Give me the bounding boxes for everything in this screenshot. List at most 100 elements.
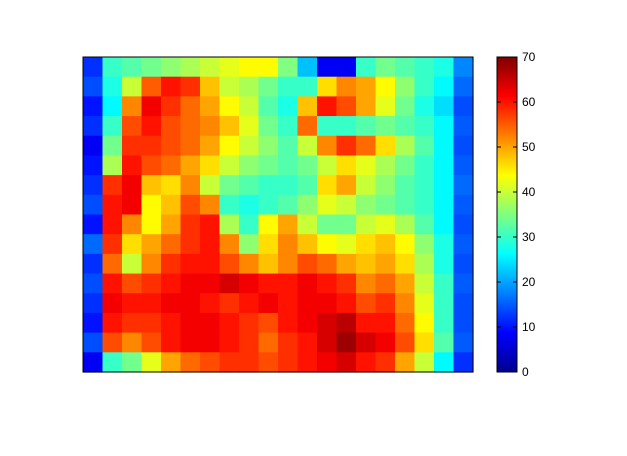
heatmap-cell xyxy=(200,253,221,275)
heatmap-cell xyxy=(336,76,357,97)
heatmap-cell xyxy=(102,352,123,373)
heatmap-cell xyxy=(278,57,299,78)
heatmap-cell xyxy=(317,194,338,216)
heatmap-cell xyxy=(317,293,338,314)
heatmap-cell xyxy=(395,332,416,353)
heatmap-cell xyxy=(297,273,318,294)
heatmap-cell xyxy=(239,135,260,157)
heatmap-cell xyxy=(453,214,474,235)
heatmap-cell xyxy=(278,234,299,255)
heatmap-cell xyxy=(317,273,338,294)
heatmap-cell xyxy=(278,155,299,176)
heatmap-cell xyxy=(83,352,104,373)
heatmap-cell xyxy=(239,352,260,373)
heatmap-cell xyxy=(180,234,201,255)
heatmap-cell xyxy=(434,135,455,157)
heatmap-cell xyxy=(336,352,357,373)
heatmap-cell xyxy=(102,332,123,353)
heatmap-cell xyxy=(297,57,318,78)
heatmap-cell xyxy=(180,253,201,275)
heatmap-cell xyxy=(180,116,201,137)
heatmap-cell xyxy=(375,214,396,235)
heatmap-cell xyxy=(102,57,123,78)
heatmap-cell xyxy=(336,273,357,294)
heatmap-cell xyxy=(161,352,182,373)
heatmap-cell xyxy=(122,214,143,235)
heatmap-cell xyxy=(239,273,260,294)
heatmap-plot-area xyxy=(83,57,474,373)
heatmap-cell xyxy=(200,155,221,176)
heatmap-cell xyxy=(122,135,143,157)
heatmap-cell xyxy=(453,352,474,373)
heatmap-cell xyxy=(219,273,240,294)
heatmap-cell xyxy=(83,214,104,235)
heatmap-cell xyxy=(122,234,143,255)
heatmap-cell xyxy=(200,175,221,196)
heatmap-cell xyxy=(453,253,474,275)
heatmap-cell xyxy=(83,57,104,78)
heatmap-cell xyxy=(336,332,357,353)
heatmap-cell xyxy=(122,194,143,216)
heatmap-cell xyxy=(317,214,338,235)
heatmap-cell xyxy=(375,312,396,334)
heatmap-cell xyxy=(219,175,240,196)
heatmap-cell xyxy=(375,293,396,314)
heatmap-cell xyxy=(317,253,338,275)
heatmap-cell xyxy=(414,332,435,353)
heatmap-cell xyxy=(317,116,338,137)
heatmap-cell xyxy=(375,57,396,78)
heatmap-cell xyxy=(180,273,201,294)
heatmap-cell xyxy=(356,273,377,294)
heatmap-cell xyxy=(434,194,455,216)
heatmap-cell xyxy=(414,57,435,78)
heatmap-cell xyxy=(414,116,435,137)
heatmap-cell xyxy=(278,116,299,137)
heatmap-cell xyxy=(83,135,104,157)
heatmap-cell xyxy=(297,214,318,235)
heatmap-cell xyxy=(395,273,416,294)
heatmap-cell xyxy=(102,116,123,137)
heatmap-cell xyxy=(161,273,182,294)
heatmap-cell xyxy=(200,293,221,314)
colorbar-tick-label: 40 xyxy=(522,185,536,199)
heatmap-cell xyxy=(434,76,455,97)
heatmap-cell xyxy=(297,175,318,196)
heatmap-cell xyxy=(239,155,260,176)
heatmap-cell xyxy=(83,175,104,196)
heatmap-cell xyxy=(453,332,474,353)
heatmap-cell xyxy=(317,155,338,176)
colorbar-tick-label: 30 xyxy=(522,230,536,244)
heatmap-cell xyxy=(278,332,299,353)
heatmap-cell xyxy=(83,253,104,275)
heatmap-cell xyxy=(122,96,143,117)
heatmap-cell xyxy=(395,312,416,334)
heatmap-cell xyxy=(356,194,377,216)
heatmap-cell xyxy=(395,293,416,314)
heatmap-cell xyxy=(395,116,416,137)
heatmap-cell xyxy=(180,135,201,157)
heatmap-cell xyxy=(317,332,338,353)
heatmap-cell xyxy=(258,234,279,255)
heatmap-cell xyxy=(141,175,162,196)
heatmap-cell xyxy=(180,352,201,373)
heatmap-cell xyxy=(161,135,182,157)
heatmap-cell xyxy=(375,135,396,157)
heatmap-cell xyxy=(141,194,162,216)
colorbar-ticks: 0 10 20 30 40 50 60 70 xyxy=(497,50,536,379)
colorbar-tick-label: 70 xyxy=(522,50,536,64)
heatmap-cell xyxy=(141,352,162,373)
heatmap-cell xyxy=(239,96,260,117)
heatmap-cell xyxy=(278,96,299,117)
heatmap-cell xyxy=(122,293,143,314)
heatmap-cell xyxy=(395,194,416,216)
heatmap-cell xyxy=(453,175,474,196)
heatmap-cell xyxy=(180,57,201,78)
heatmap-cell xyxy=(122,175,143,196)
heatmap-cell xyxy=(414,194,435,216)
heatmap-cell xyxy=(356,57,377,78)
heatmap-cell xyxy=(356,76,377,97)
heatmap-cell xyxy=(278,253,299,275)
heatmap-cell xyxy=(375,96,396,117)
heatmap-cell xyxy=(102,135,123,157)
heatmap-cell xyxy=(414,253,435,275)
